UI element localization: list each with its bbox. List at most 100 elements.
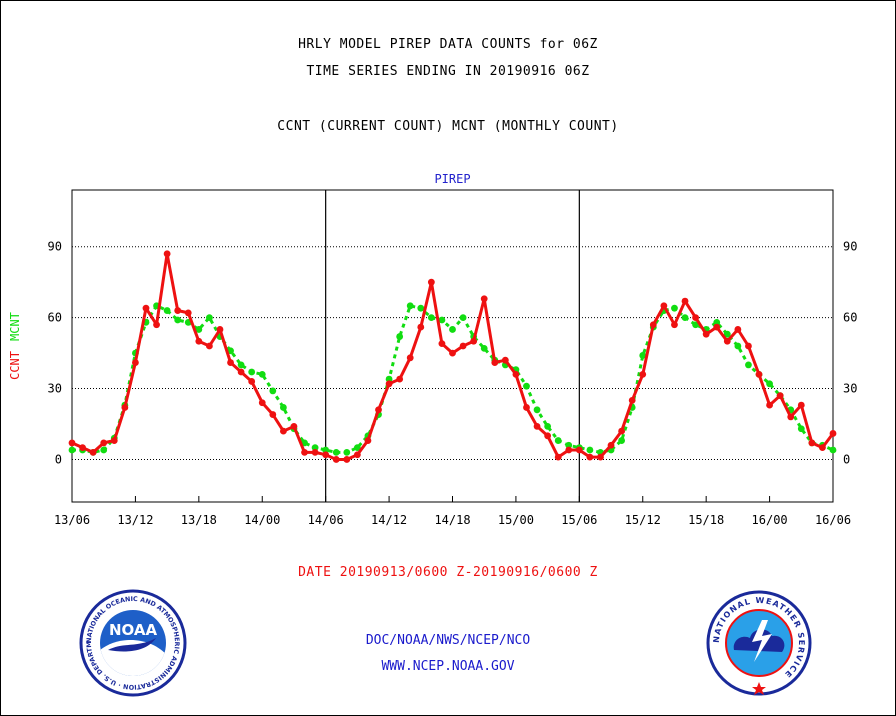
data-point-ccnt xyxy=(417,323,425,331)
data-point-mcnt xyxy=(713,318,721,326)
x-tick-label: 14/12 xyxy=(371,513,407,527)
x-tick-label: 15/12 xyxy=(625,513,661,527)
data-point-ccnt xyxy=(375,406,382,414)
data-point-ccnt xyxy=(353,451,361,459)
data-point-mcnt xyxy=(734,342,742,350)
x-tick-label: 14/18 xyxy=(434,513,470,527)
data-point-mcnt xyxy=(459,314,467,322)
data-point-ccnt xyxy=(195,337,203,345)
data-point-ccnt xyxy=(121,404,129,411)
data-point-mcnt xyxy=(427,314,435,322)
data-point-ccnt xyxy=(829,430,837,437)
y-tick-label-left: 90 xyxy=(48,240,62,254)
y-tick-label-right: 90 xyxy=(843,240,857,254)
data-point-ccnt xyxy=(449,349,456,357)
y-tick-label-left: 0 xyxy=(55,452,62,466)
x-tick-label: 15/06 xyxy=(561,513,597,527)
data-point-ccnt xyxy=(533,422,541,430)
x-tick-label: 13/12 xyxy=(117,513,153,527)
data-point-mcnt xyxy=(544,422,552,430)
data-point-ccnt xyxy=(311,448,319,456)
data-point-ccnt xyxy=(649,321,657,329)
data-point-mcnt xyxy=(723,330,731,338)
data-point-ccnt xyxy=(544,432,552,440)
data-point-mcnt xyxy=(163,307,171,314)
data-point-ccnt xyxy=(639,370,647,378)
x-tick-label: 15/00 xyxy=(498,513,534,527)
data-point-ccnt xyxy=(269,411,277,418)
data-point-ccnt xyxy=(322,451,330,459)
data-point-mcnt xyxy=(311,444,319,452)
data-point-ccnt xyxy=(745,342,752,350)
data-point-ccnt xyxy=(459,342,467,350)
noaa-logo: NOAA NATIONAL OCEANIC AND ATMOSPHERIC AD… xyxy=(78,588,187,697)
data-point-mcnt xyxy=(406,302,414,310)
data-point-mcnt xyxy=(417,304,425,312)
data-point-ccnt xyxy=(290,422,298,430)
x-tick-label: 13/06 xyxy=(54,513,90,527)
data-point-ccnt xyxy=(142,304,150,312)
data-point-mcnt xyxy=(745,361,752,369)
data-point-ccnt xyxy=(766,401,773,409)
data-point-ccnt xyxy=(491,359,499,366)
data-point-ccnt xyxy=(607,441,615,449)
data-point-ccnt xyxy=(671,321,678,329)
data-point-ccnt xyxy=(512,370,520,378)
plot-frame xyxy=(71,189,834,503)
data-point-mcnt xyxy=(322,446,330,454)
data-point-mcnt xyxy=(618,437,626,444)
data-point-ccnt xyxy=(628,396,636,404)
data-point-ccnt xyxy=(554,453,562,461)
data-point-ccnt xyxy=(237,368,245,376)
data-point-ccnt xyxy=(301,448,308,456)
data-point-mcnt xyxy=(206,314,213,322)
data-point-mcnt xyxy=(829,446,837,454)
data-point-mcnt xyxy=(797,425,805,433)
nws-logo: NATIONAL WEATHER SERVICE xyxy=(706,590,812,696)
y-axis-label: CCNT MCNT xyxy=(8,312,22,380)
data-point-ccnt xyxy=(364,437,372,444)
credit-url: WWW.NCEP.NOAA.GOV xyxy=(381,659,515,674)
data-point-ccnt xyxy=(163,250,171,258)
data-point-ccnt xyxy=(396,375,404,383)
data-point-mcnt xyxy=(195,326,203,333)
data-point-ccnt xyxy=(68,439,76,447)
data-point-ccnt xyxy=(216,326,224,333)
data-point-mcnt xyxy=(681,314,689,322)
data-point-mcnt xyxy=(449,326,456,333)
data-point-ccnt xyxy=(618,427,626,435)
data-point-ccnt xyxy=(734,326,742,333)
data-point-mcnt xyxy=(438,316,446,324)
data-point-ccnt xyxy=(153,321,160,329)
y-tick-label-right: 30 xyxy=(843,382,857,396)
data-point-mcnt xyxy=(766,380,773,388)
data-point-mcnt xyxy=(68,446,76,454)
y-tick-label-left: 30 xyxy=(48,382,62,396)
data-point-ccnt xyxy=(808,439,816,447)
data-point-ccnt xyxy=(702,330,710,338)
data-point-ccnt xyxy=(787,413,795,421)
y-axis-label-mcnt: MCNT xyxy=(8,312,22,341)
data-point-mcnt xyxy=(671,304,678,312)
data-point-ccnt xyxy=(501,356,509,364)
x-tick-label: 15/18 xyxy=(688,513,724,527)
noaa-logo-text: NOAA xyxy=(109,621,158,639)
data-point-mcnt xyxy=(248,368,256,376)
data-point-mcnt xyxy=(279,404,287,411)
data-point-ccnt xyxy=(100,439,108,447)
data-point-ccnt xyxy=(586,453,594,461)
data-point-mcnt xyxy=(100,446,108,454)
data-point-ccnt xyxy=(184,309,192,317)
date-range-label: DATE 20190913/0600 Z-20190916/0600 Z xyxy=(298,565,598,580)
x-tick-label: 13/18 xyxy=(181,513,217,527)
data-point-mcnt xyxy=(523,382,530,390)
data-point-mcnt xyxy=(343,448,351,456)
data-point-ccnt xyxy=(713,323,721,331)
data-point-ccnt xyxy=(776,392,784,400)
data-point-ccnt xyxy=(427,278,435,286)
y-tick-label-right: 0 xyxy=(843,452,850,466)
data-point-ccnt xyxy=(248,378,256,385)
data-point-mcnt xyxy=(565,441,573,449)
data-point-mcnt xyxy=(533,406,541,414)
data-point-mcnt xyxy=(554,437,562,444)
